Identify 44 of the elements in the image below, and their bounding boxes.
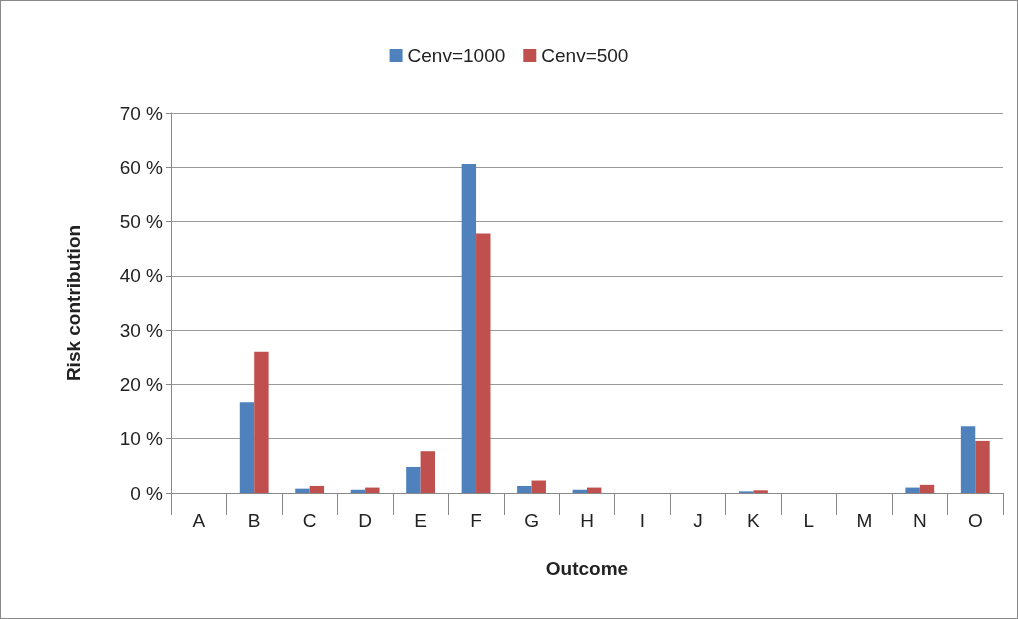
- bar: [517, 485, 532, 493]
- bar: [587, 487, 602, 493]
- x-tick-label: H: [580, 510, 594, 531]
- legend-label: Cenv=500: [541, 45, 629, 66]
- bar: [420, 451, 436, 493]
- bar: [239, 402, 255, 493]
- y-tick-label: 50 %: [119, 211, 164, 233]
- bar: [753, 490, 768, 493]
- bar: [309, 485, 325, 493]
- bar: [975, 440, 990, 493]
- bar: [365, 487, 380, 493]
- x-tick-label: F: [470, 510, 482, 531]
- bar: [960, 426, 976, 493]
- y-axis-title: Risk contribution: [63, 224, 84, 382]
- x-axis-title: Outcome: [545, 558, 629, 579]
- x-tick-label: J: [693, 510, 703, 531]
- y-tick-label: 40 %: [119, 265, 164, 287]
- x-tick-label: K: [747, 510, 761, 531]
- x-tick-label: L: [803, 510, 815, 531]
- y-tick-label: 30 %: [119, 319, 164, 341]
- legend-label: Cenv=1000: [407, 45, 506, 66]
- x-tick-label: C: [302, 510, 317, 531]
- x-tick-label: I: [639, 510, 646, 531]
- bar: [919, 484, 935, 493]
- x-tick-label: O: [967, 510, 983, 531]
- x-tick-label: B: [247, 510, 261, 531]
- y-tick-label: 60 %: [119, 156, 164, 178]
- x-tick-label: G: [524, 510, 539, 531]
- y-tick-label: 20 %: [119, 373, 164, 395]
- y-tick-label: 70 %: [119, 102, 164, 124]
- bar: [476, 233, 491, 493]
- bar: [461, 164, 477, 493]
- x-tick-label: E: [414, 510, 427, 531]
- x-tick-label: M: [856, 510, 873, 531]
- bar: [905, 487, 920, 493]
- bar: [406, 466, 421, 493]
- x-tick-label: D: [358, 510, 372, 531]
- bar: [254, 351, 269, 493]
- bar: [295, 488, 310, 493]
- x-tick-label: A: [192, 510, 206, 531]
- y-tick-label: 10 %: [119, 428, 164, 450]
- y-tick-label: 0 %: [130, 482, 164, 504]
- x-tick-label: N: [912, 510, 927, 531]
- bar: [531, 480, 546, 493]
